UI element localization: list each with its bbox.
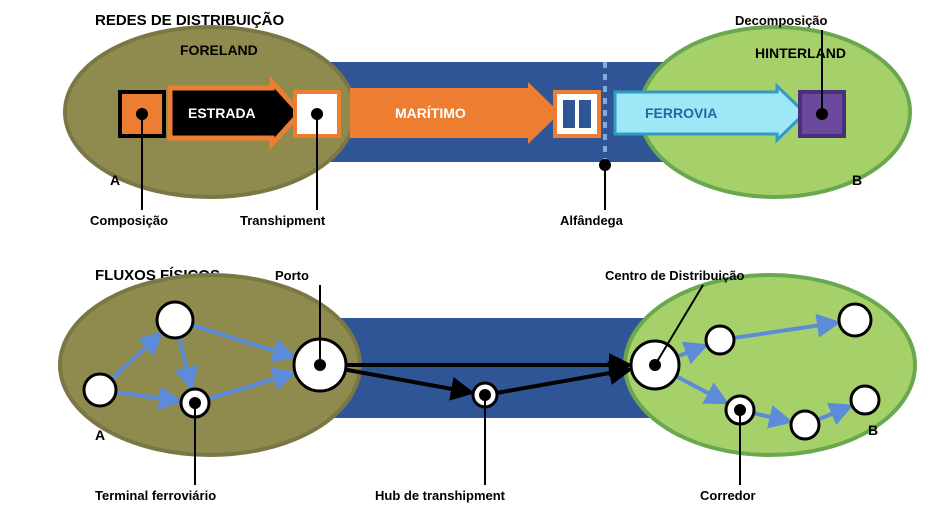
svg-text:B: B [868,422,878,438]
svg-text:ESTRADA: ESTRADA [188,105,256,121]
svg-text:Hub de transhipment: Hub de transhipment [375,488,506,503]
svg-text:Transhipment: Transhipment [240,213,326,228]
svg-text:B: B [852,172,862,188]
svg-text:Terminal ferroviário: Terminal ferroviário [95,488,216,503]
svg-text:Decomposição: Decomposição [735,13,828,28]
svg-text:HINTERLAND: HINTERLAND [755,45,846,61]
diagram: REDES DE DISTRIBUIÇÃOFORELANDAHINTERLAND… [0,0,947,516]
svg-text:A: A [95,427,105,443]
svg-text:FERROVIA: FERROVIA [645,105,717,121]
svg-text:Composição: Composição [90,213,168,228]
svg-text:Porto: Porto [275,268,309,283]
svg-text:A: A [110,172,120,188]
svg-text:Centro de Distribuição: Centro de Distribuição [605,268,744,283]
svg-text:MARÍTIMO: MARÍTIMO [395,105,466,121]
svg-text:Alfândega: Alfândega [560,213,624,228]
svg-text:Corredor: Corredor [700,488,756,503]
svg-text:FORELAND: FORELAND [180,42,258,58]
